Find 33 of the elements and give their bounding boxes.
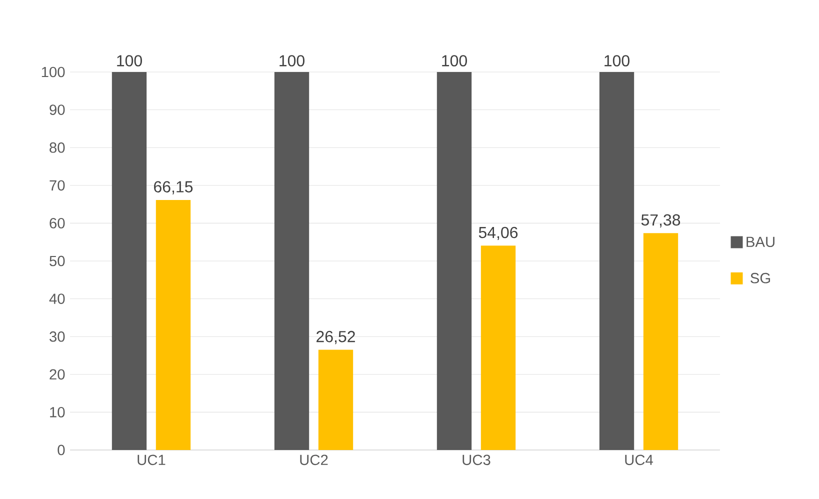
x-tick-label: UC2 [300,454,328,466]
data-label: 100 [604,55,630,66]
y-tick-label: 100 [42,66,65,78]
data-label: 26,52 [316,330,355,344]
data-label: 57,38 [641,214,680,228]
y-tick-label: 40 [49,294,65,304]
x-tick-label: UC3 [462,454,490,466]
bar [112,72,147,450]
bar [156,200,191,450]
y-tick-label: 30 [50,331,65,342]
legend-label: BAU [746,236,774,248]
data-label: 100 [117,55,142,66]
y-tick-label: 10 [50,407,65,418]
legend-label: SG [750,272,770,284]
y-tick-label: 50 [50,256,65,266]
y-tick-label: 90 [50,104,65,115]
y-tick-label: 70 [50,180,65,191]
bar [599,72,634,450]
x-tick-label: UC1 [138,454,166,466]
bar [274,72,310,450]
data-label: 100 [280,55,304,66]
bar [480,246,516,450]
y-tick-label: 80 [50,142,65,153]
data-label: 100 [442,55,467,66]
x-tick-label: UC4 [625,454,653,466]
bar [643,233,678,450]
data-label: 66,15 [154,181,193,194]
y-tick-label: 20 [50,369,65,380]
bar [436,72,472,450]
y-tick-label: 0 [58,444,65,456]
bar [318,350,354,450]
y-tick-label: 60 [50,218,65,228]
data-label: 54,06 [478,226,518,240]
